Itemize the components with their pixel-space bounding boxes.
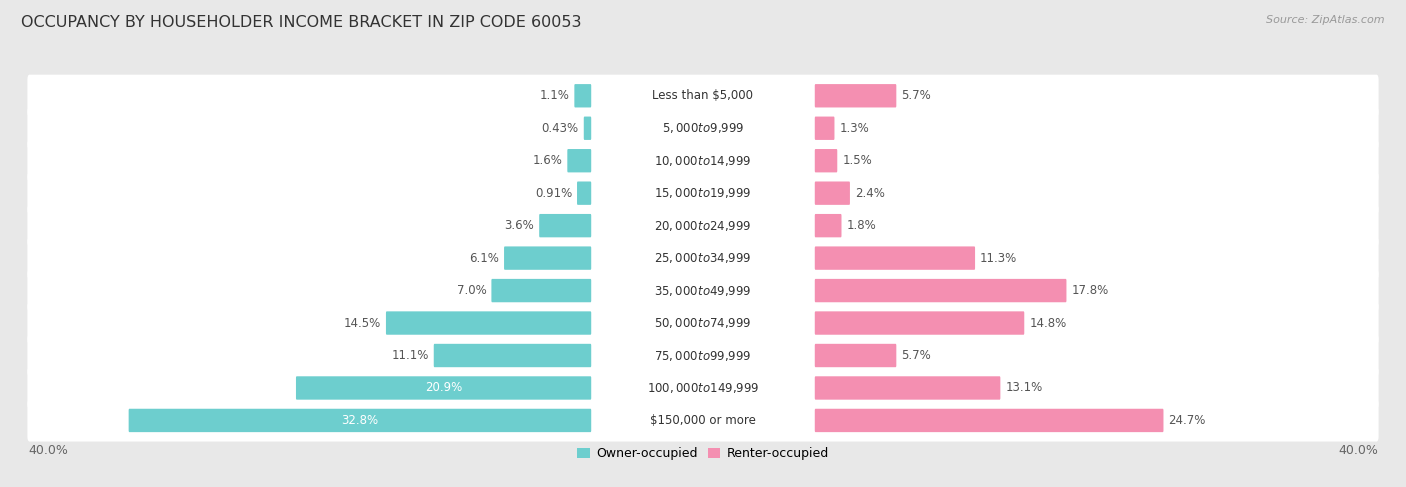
Text: $100,000 to $149,999: $100,000 to $149,999 [647, 381, 759, 395]
FancyBboxPatch shape [593, 244, 813, 273]
Text: 24.7%: 24.7% [1168, 414, 1206, 427]
FancyBboxPatch shape [593, 374, 813, 403]
Text: $15,000 to $19,999: $15,000 to $19,999 [654, 186, 752, 200]
FancyBboxPatch shape [576, 182, 591, 205]
FancyBboxPatch shape [815, 344, 897, 367]
Text: OCCUPANCY BY HOUSEHOLDER INCOME BRACKET IN ZIP CODE 60053: OCCUPANCY BY HOUSEHOLDER INCOME BRACKET … [21, 15, 582, 30]
Text: 2.4%: 2.4% [855, 187, 884, 200]
FancyBboxPatch shape [492, 279, 591, 302]
Text: Source: ZipAtlas.com: Source: ZipAtlas.com [1267, 15, 1385, 25]
FancyBboxPatch shape [505, 246, 591, 270]
Text: Less than $5,000: Less than $5,000 [652, 89, 754, 102]
FancyBboxPatch shape [385, 311, 591, 335]
FancyBboxPatch shape [28, 75, 1378, 117]
FancyBboxPatch shape [593, 276, 813, 305]
FancyBboxPatch shape [28, 269, 1378, 312]
FancyBboxPatch shape [568, 149, 591, 172]
FancyBboxPatch shape [815, 376, 1001, 400]
FancyBboxPatch shape [815, 311, 1024, 335]
FancyBboxPatch shape [593, 146, 813, 175]
Text: 0.91%: 0.91% [534, 187, 572, 200]
Text: 40.0%: 40.0% [28, 444, 67, 457]
Text: $50,000 to $74,999: $50,000 to $74,999 [654, 316, 752, 330]
Text: 40.0%: 40.0% [1339, 444, 1378, 457]
FancyBboxPatch shape [815, 409, 1164, 432]
Text: $25,000 to $34,999: $25,000 to $34,999 [654, 251, 752, 265]
Text: $5,000 to $9,999: $5,000 to $9,999 [662, 121, 744, 135]
Text: $75,000 to $99,999: $75,000 to $99,999 [654, 349, 752, 362]
Text: 14.8%: 14.8% [1029, 317, 1066, 330]
Text: 14.5%: 14.5% [344, 317, 381, 330]
FancyBboxPatch shape [815, 149, 838, 172]
Text: 5.7%: 5.7% [901, 89, 931, 102]
FancyBboxPatch shape [815, 182, 849, 205]
FancyBboxPatch shape [575, 84, 591, 108]
FancyBboxPatch shape [583, 116, 591, 140]
FancyBboxPatch shape [593, 406, 813, 435]
Text: 1.6%: 1.6% [533, 154, 562, 167]
FancyBboxPatch shape [28, 172, 1378, 214]
Text: 17.8%: 17.8% [1071, 284, 1108, 297]
FancyBboxPatch shape [28, 335, 1378, 376]
FancyBboxPatch shape [28, 140, 1378, 182]
FancyBboxPatch shape [540, 214, 591, 237]
Legend: Owner-occupied, Renter-occupied: Owner-occupied, Renter-occupied [572, 442, 834, 465]
FancyBboxPatch shape [28, 399, 1378, 442]
FancyBboxPatch shape [28, 237, 1378, 279]
FancyBboxPatch shape [593, 81, 813, 111]
Text: 1.5%: 1.5% [842, 154, 872, 167]
FancyBboxPatch shape [297, 376, 591, 400]
Text: $35,000 to $49,999: $35,000 to $49,999 [654, 283, 752, 298]
Text: 5.7%: 5.7% [901, 349, 931, 362]
FancyBboxPatch shape [815, 84, 897, 108]
FancyBboxPatch shape [593, 113, 813, 143]
FancyBboxPatch shape [28, 205, 1378, 247]
Text: $10,000 to $14,999: $10,000 to $14,999 [654, 154, 752, 168]
Text: 20.9%: 20.9% [425, 381, 463, 394]
Text: 11.1%: 11.1% [391, 349, 429, 362]
Text: 11.3%: 11.3% [980, 252, 1017, 264]
FancyBboxPatch shape [593, 179, 813, 208]
Text: 1.3%: 1.3% [839, 122, 869, 135]
FancyBboxPatch shape [815, 116, 835, 140]
Text: 3.6%: 3.6% [505, 219, 534, 232]
FancyBboxPatch shape [593, 211, 813, 240]
FancyBboxPatch shape [28, 302, 1378, 344]
FancyBboxPatch shape [593, 308, 813, 337]
FancyBboxPatch shape [28, 107, 1378, 150]
Text: 1.8%: 1.8% [846, 219, 876, 232]
FancyBboxPatch shape [815, 279, 1067, 302]
Text: 13.1%: 13.1% [1005, 381, 1042, 394]
Text: $20,000 to $24,999: $20,000 to $24,999 [654, 219, 752, 233]
Text: 7.0%: 7.0% [457, 284, 486, 297]
FancyBboxPatch shape [815, 246, 976, 270]
FancyBboxPatch shape [593, 341, 813, 370]
Text: 0.43%: 0.43% [541, 122, 579, 135]
FancyBboxPatch shape [433, 344, 591, 367]
FancyBboxPatch shape [129, 409, 592, 432]
Text: 1.1%: 1.1% [540, 89, 569, 102]
Text: 32.8%: 32.8% [342, 414, 378, 427]
Text: 6.1%: 6.1% [470, 252, 499, 264]
FancyBboxPatch shape [28, 367, 1378, 409]
Text: $150,000 or more: $150,000 or more [650, 414, 756, 427]
FancyBboxPatch shape [815, 214, 841, 237]
